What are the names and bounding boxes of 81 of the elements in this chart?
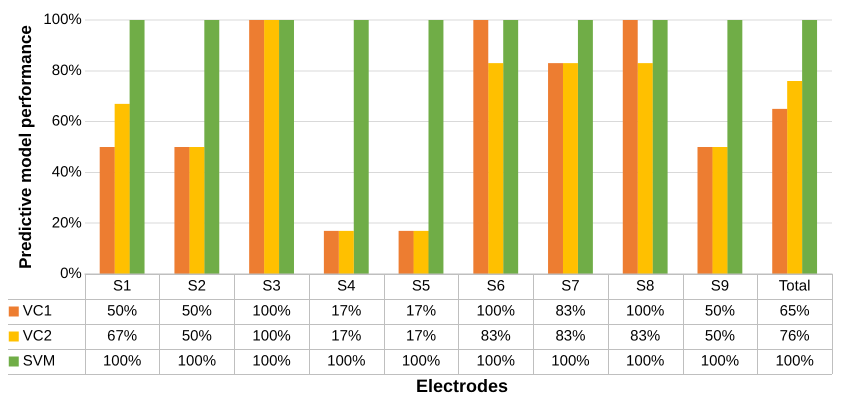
bar <box>174 147 190 274</box>
bar <box>638 63 653 274</box>
bar <box>802 20 818 274</box>
data-label: 50% <box>107 302 138 320</box>
data-label: 100% <box>700 352 740 370</box>
bar <box>398 230 414 274</box>
data-label: 65% <box>780 302 810 320</box>
x-tick-label: S6 <box>486 278 505 295</box>
bar <box>428 20 444 274</box>
bar <box>279 20 294 274</box>
data-label: 100% <box>626 352 664 370</box>
data-label: 50% <box>704 328 735 345</box>
bar <box>712 147 728 274</box>
x-tick-label: S3 <box>262 278 281 295</box>
data-label: 17% <box>406 328 436 345</box>
x-tick-label: Total <box>778 278 810 295</box>
bar <box>562 63 578 274</box>
y-tick-label: 80% <box>52 62 82 79</box>
data-label: 83% <box>480 328 511 345</box>
x-axis-title: Electrodes <box>414 376 510 397</box>
bar <box>189 147 204 274</box>
data-label: 83% <box>555 302 586 320</box>
bar <box>130 20 145 274</box>
bar <box>414 230 428 274</box>
bar <box>249 20 264 274</box>
x-tick-label: S2 <box>188 278 206 295</box>
data-label: 100% <box>551 352 590 370</box>
x-tick-label: S7 <box>561 278 580 295</box>
data-label: 100% <box>102 352 142 370</box>
legend-label: VC1 <box>22 302 52 320</box>
bar <box>338 230 354 274</box>
bar <box>204 20 220 274</box>
x-tick-label: S1 <box>112 278 132 295</box>
y-tick-label: 60% <box>52 112 82 130</box>
bar <box>324 230 339 274</box>
bar <box>578 20 593 274</box>
bar <box>354 20 369 274</box>
bar <box>114 104 130 274</box>
bar <box>727 20 742 274</box>
data-label: 100% <box>252 328 291 345</box>
y-tick-label: 100% <box>43 11 82 28</box>
bar <box>503 20 518 274</box>
bar <box>698 147 712 274</box>
data-label: 100% <box>252 352 291 370</box>
bar <box>772 108 788 274</box>
y-tick-label: 40% <box>52 164 82 181</box>
data-label: 83% <box>630 328 660 345</box>
bar <box>264 20 280 274</box>
bar <box>548 63 563 274</box>
data-label: 76% <box>780 328 810 345</box>
data-label: 67% <box>107 328 138 345</box>
x-tick-label: S4 <box>337 278 356 295</box>
data-label: 100% <box>476 302 515 320</box>
y-tick-label: 0% <box>60 265 82 282</box>
y-tick-label: 20% <box>52 214 82 232</box>
data-label: 83% <box>555 328 586 345</box>
bar <box>100 147 115 274</box>
legend-label: VC2 <box>22 328 52 345</box>
data-label: 17% <box>331 302 362 320</box>
data-label: 50% <box>182 328 212 345</box>
data-label: 100% <box>775 352 814 370</box>
x-tick-label: S9 <box>710 278 730 295</box>
bar <box>787 80 802 274</box>
data-label: 50% <box>704 302 735 320</box>
bar <box>652 20 668 274</box>
data-label: 100% <box>327 352 366 370</box>
x-tick-label: S8 <box>636 278 654 295</box>
bar <box>488 63 504 274</box>
data-label: 100% <box>252 302 291 320</box>
bar <box>473 20 488 274</box>
x-tick-label: S5 <box>412 278 430 295</box>
data-label: 100% <box>626 302 664 320</box>
bar <box>622 20 638 274</box>
data-label: 100% <box>476 352 515 370</box>
legend-label: SVM <box>22 352 56 370</box>
data-label: 17% <box>331 328 362 345</box>
data-label: 17% <box>406 302 436 320</box>
y-axis-title: Predictive model performance <box>16 25 35 269</box>
data-label: 100% <box>178 352 216 370</box>
data-label: 100% <box>402 352 440 370</box>
data-label: 50% <box>182 302 212 320</box>
